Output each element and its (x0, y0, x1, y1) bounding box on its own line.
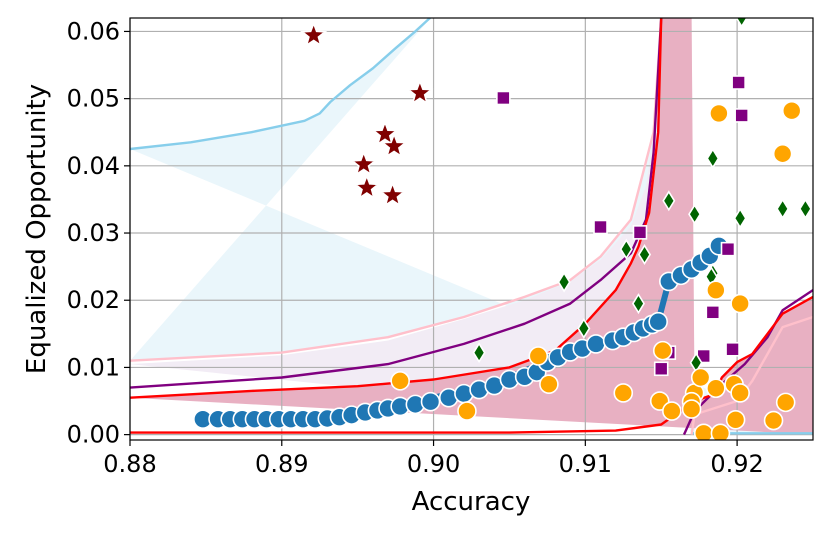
curve-curve_purple-4 (130, 18, 663, 389)
circle-point (772, 143, 793, 164)
circle-point (775, 392, 796, 413)
circle-point (613, 383, 634, 403)
circle-point (539, 374, 559, 395)
circle-point (457, 401, 477, 421)
diamond-point (472, 342, 486, 364)
diamond-point (798, 198, 812, 220)
square-point (725, 341, 740, 357)
y-tick-label: 0.02 (67, 286, 120, 314)
star-point (350, 150, 378, 177)
y-tick-label: 0.04 (67, 152, 120, 180)
circle-point (586, 334, 606, 354)
square-point (705, 305, 721, 320)
circle-point (706, 378, 726, 399)
square-point (593, 219, 608, 235)
star-point (371, 120, 399, 146)
star-point (379, 181, 407, 207)
circle-point (681, 399, 702, 419)
y-tick-label: 0.06 (67, 17, 120, 45)
x-tick-label: 0.92 (710, 450, 763, 478)
diamond-point (688, 203, 702, 225)
curve-curve_pink-2 (130, 18, 663, 362)
circle-point (781, 100, 802, 121)
x-tick-label: 0.88 (103, 450, 156, 478)
diamond-point (735, 18, 748, 28)
circle-point (662, 401, 682, 421)
plot-frame (129, 17, 814, 441)
star-point (406, 79, 434, 105)
band-1 (130, 18, 813, 435)
circle-point (390, 371, 410, 391)
circle-point (648, 311, 668, 332)
y-tick-label: 0.05 (67, 85, 120, 113)
diamond-point (706, 147, 720, 169)
star-point (353, 173, 381, 200)
square-point (720, 241, 736, 257)
x-tick-label: 0.89 (255, 450, 308, 478)
star-point (380, 132, 408, 158)
diamond-point (733, 207, 747, 229)
circle-point (730, 293, 750, 314)
circle-point (690, 367, 711, 388)
x-axis-label: Accuracy (412, 487, 531, 517)
curve-curve_skyblue-0 (130, 18, 432, 151)
square-point (734, 108, 749, 123)
square-point (653, 361, 669, 377)
square-point (731, 75, 746, 90)
scatter-points (193, 18, 812, 440)
diamond-point (631, 293, 645, 315)
y-axis-label: Equalized Opportunity (22, 84, 52, 374)
circle-point (710, 423, 731, 440)
square-point (496, 90, 511, 106)
y-tick-label: 0.03 (67, 219, 120, 247)
star-point (299, 21, 328, 48)
circle-point (763, 410, 784, 431)
circle-point (420, 391, 441, 412)
diamond-point (776, 198, 790, 220)
x-tick-label: 0.91 (559, 450, 612, 478)
diamond-point (577, 317, 591, 339)
y-tick-label: 0.01 (67, 353, 120, 381)
diamond-point (662, 190, 676, 212)
diamond-point (557, 271, 571, 293)
diamond-point (619, 238, 633, 260)
circle-point (706, 280, 726, 300)
axis-ticks: 0.88 0.89 0.90 0.91 0.92 0.00 0.01 0.02 0.03 0.04… (67, 17, 764, 478)
circle-point (652, 340, 673, 361)
circle-point (725, 410, 746, 430)
square-point (632, 225, 648, 240)
y-tick-label: 0.00 (67, 421, 120, 449)
diamond-point (638, 244, 652, 266)
x-tick-label: 0.90 (407, 450, 460, 478)
circle-point (730, 383, 750, 403)
circle-point (709, 103, 729, 124)
circle-point (528, 346, 549, 366)
fill-bands (130, 18, 813, 435)
